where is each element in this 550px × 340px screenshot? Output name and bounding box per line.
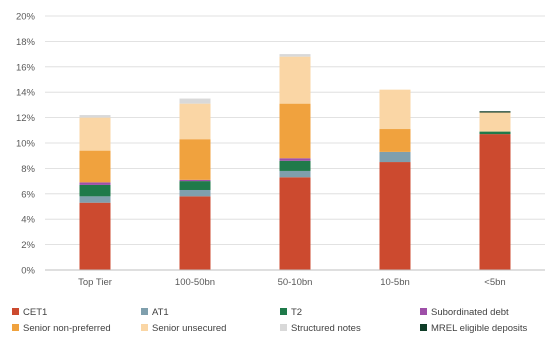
bar-segment-subordinated-debt [279,158,311,161]
bar-segment-t2 [179,181,211,190]
y-tick-label: 18% [16,37,36,48]
bar-segment-at1 [379,151,411,163]
legend-label: Senior non-preferred [23,323,111,334]
bar-segment-senior-unsecured [379,89,411,130]
bar-segment-structured-notes [179,98,211,104]
bar-segment-senior-unsecured [279,56,311,104]
legend-item: T2 [280,307,302,318]
bars [79,54,511,270]
legend-label: AT1 [152,307,169,318]
legend-item: Senior unsecured [141,323,226,334]
legend-label: MREL eligible deposits [431,323,528,334]
y-tick-label: 16% [16,62,36,73]
legend-label: CET1 [23,307,47,318]
legend-item: AT1 [141,307,169,318]
legend-swatch [280,324,287,331]
bar-segment-cet1 [279,177,311,270]
legend-swatch [420,308,427,315]
legend-item: Structured notes [280,323,361,334]
legend-swatch [420,324,427,331]
legend-label: Structured notes [291,323,361,334]
bar-segment-cet1 [179,196,211,270]
bar-segment-cet1 [379,162,411,270]
bar-segment-subordinated-debt [79,182,111,185]
y-tick-label: 6% [21,189,35,200]
legend: CET1 AT1 T2 Subordinated debt Senior non-pre… [12,307,528,334]
bar-segment-t2 [479,131,511,135]
legend-label: Subordinated debt [431,307,509,318]
legend-item: CET1 [12,307,47,318]
bar-segment-senior-non-preferred [279,103,311,159]
y-tick-label: 10% [16,139,36,150]
y-tick-label: 2% [21,240,35,251]
x-axis-category-labels: Top Tier 100-50bn 50-10bn 10-5bn <5bn [78,277,506,288]
bar-segment-subordinated-debt [179,179,211,182]
bar-segment-at1 [279,170,311,178]
bar-segment-cet1 [79,202,111,270]
legend-swatch [141,308,148,315]
y-tick-label: 8% [21,164,35,175]
x-category-label: 50-10bn [278,277,313,288]
x-category-label: Top Tier [78,277,112,288]
bar-segment-at1 [79,196,111,203]
bar-segment-t2 [279,160,311,171]
y-tick-label: 0% [21,266,35,277]
bar-segment-mrel-eligible-deposits [479,111,511,113]
legend-swatch [12,324,19,331]
bar-segment-t2 [79,184,111,197]
bar-segment-senior-unsecured [79,117,111,151]
legend-swatch [280,308,287,315]
legend-item: Subordinated debt [420,307,509,318]
bar-segment-at1 [179,189,211,197]
legend-label: Senior unsecured [152,323,226,334]
legend-item: Senior non-preferred [12,323,111,334]
legend-swatch [12,308,19,315]
x-category-label: <5bn [484,277,505,288]
legend-label: T2 [291,307,302,318]
y-tick-label: 14% [16,88,36,99]
x-category-label: 10-5bn [380,277,410,288]
bar-segment-senior-unsecured [479,112,511,132]
bar-segment-senior-non-preferred [379,129,411,152]
bar-segment-senior-non-preferred [179,139,211,180]
legend-swatch [141,324,148,331]
y-tick-label: 12% [16,113,36,124]
bar-segment-senior-unsecured [179,103,211,140]
bar-segment-senior-non-preferred [79,150,111,183]
bar-segment-cet1 [479,134,511,270]
y-tick-label: 20% [16,12,36,23]
y-tick-label: 4% [21,215,35,226]
y-axis-tick-labels: 0% 2% 4% 6% 8% 10% 12% 14% 16% 18% 20% [16,12,36,277]
bar-segment-structured-notes [279,54,311,57]
bar-segment-structured-notes [79,115,111,118]
x-category-label: 100-50bn [175,277,215,288]
legend-item: MREL eligible deposits [420,323,528,334]
